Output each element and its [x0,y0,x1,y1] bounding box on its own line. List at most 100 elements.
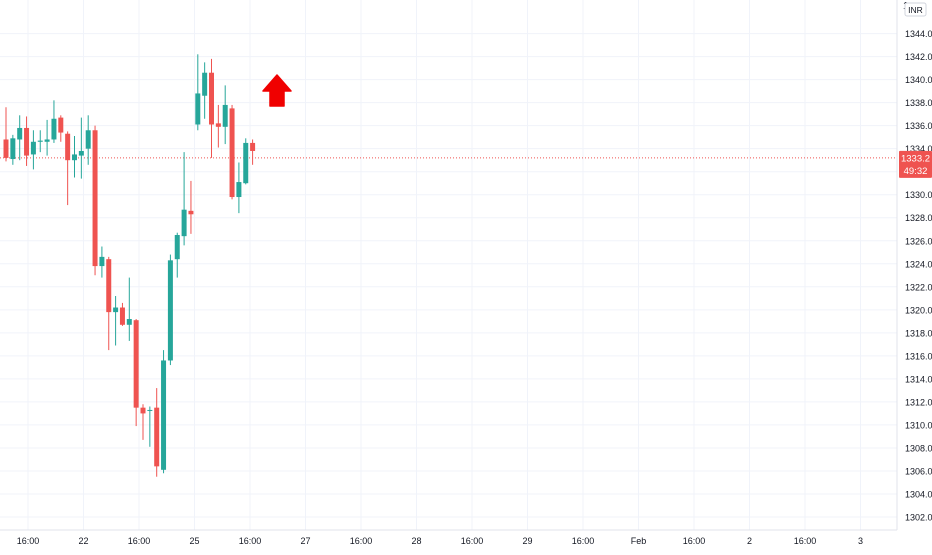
candle-body [113,307,119,313]
price-tick-label: 1304.0 [905,489,932,499]
up-arrow-shape [262,74,292,107]
candle[interactable] [202,62,208,119]
current-price-value: 1333.2 [901,153,930,164]
candle-series[interactable] [3,54,256,477]
candle-body [154,407,160,467]
time-tick-label: 3 [858,536,863,546]
candle[interactable] [250,139,256,165]
candle-body [92,130,98,267]
candle-body [195,93,201,125]
candle[interactable] [215,104,221,148]
up-arrow-icon [262,74,292,107]
candle-body [72,154,77,161]
price-tick-label: 1340.0 [905,75,932,85]
price-tick-label: 1344.0 [905,29,932,39]
time-tick-label: 16:00 [572,536,595,546]
candle-body [24,127,30,156]
candle[interactable] [222,85,228,145]
candle[interactable] [65,131,71,206]
candle[interactable] [167,254,173,366]
price-tick-label: 1326.0 [905,236,932,246]
price-tick-label: 1302.0 [905,513,932,523]
candle[interactable] [188,180,194,234]
price-tick-label: 1318.0 [905,328,932,338]
candle[interactable] [126,277,132,341]
price-tick-label: 1320.0 [905,305,932,315]
candle-body [65,133,71,161]
currency-badge[interactable]: INR [904,2,927,17]
price-tick-label: 1324.0 [905,259,932,269]
candle[interactable] [106,256,112,351]
time-tick-label: 28 [411,536,421,546]
candle[interactable] [243,138,249,185]
candle[interactable] [3,107,9,162]
price-axis-bg [897,0,932,550]
time-tick-label: 25 [189,536,199,546]
candle[interactable] [99,246,105,278]
candle[interactable] [37,130,43,153]
price-tick-label: 1342.0 [905,52,932,62]
candle[interactable] [181,152,187,246]
time-axis-bg [0,530,897,550]
candle[interactable] [58,115,64,142]
candle[interactable] [24,116,30,166]
last-price-tag [899,150,932,178]
candle[interactable] [85,115,91,165]
price-tick-label: 1308.0 [905,443,932,453]
candle[interactable] [209,58,214,158]
candle[interactable] [236,162,242,214]
candle[interactable] [154,388,160,477]
candle[interactable] [174,232,180,278]
candle-body [17,127,23,140]
candle[interactable] [161,350,167,474]
time-axis[interactable]: 16:00 22 16:00 25 16:00 27 16:00 28 16:00 29 16:00… [0,529,897,550]
candle[interactable] [51,100,57,143]
candle[interactable] [92,125,98,276]
candle[interactable] [72,136,77,178]
candle[interactable] [10,134,16,165]
price-tick-label: 1338.0 [905,98,932,108]
candle-body [30,141,36,155]
candle-body [37,140,43,142]
price-tick-label: 1312.0 [905,397,932,407]
candle-body [229,108,235,198]
price-axis-ticks: 1302.0 1304.0 1306.0 1308.0 1310.0 1312.0 1314… [905,29,932,522]
price-tick-label: 1330.0 [905,190,932,200]
candle[interactable] [30,130,36,170]
price-tick-label: 1316.0 [905,351,932,361]
candle-body [243,142,249,184]
price-tick-label: 1328.0 [905,213,932,223]
candle[interactable] [195,54,201,131]
price-tick-label: 1310.0 [905,420,932,430]
candle-body [99,256,105,267]
candle[interactable] [140,404,146,440]
candle-body [174,235,180,260]
price-tick-label: 1306.0 [905,466,932,476]
candle[interactable] [133,319,139,427]
candle-body [202,72,208,96]
candle[interactable] [113,296,119,346]
candle-body [209,72,214,125]
candle-body [85,130,91,149]
time-tick-label: 16:00 [350,536,373,546]
candle-body [222,104,228,127]
time-tick-label: 16:00 [794,536,817,546]
candle[interactable] [78,117,84,179]
candle-body [58,117,64,133]
currency-badge-label: INR [908,5,923,15]
candle-body [215,123,221,127]
candle[interactable] [119,302,125,326]
candle-body [147,409,153,411]
price-tick-label: 1334.0 [905,144,932,154]
time-axis-ticks: 16:00 22 16:00 25 16:00 27 16:00 28 16:00 29 16:00… [17,536,863,546]
candle[interactable] [229,104,235,200]
candle-body [161,360,167,470]
price-axis[interactable]: 1302.0 1304.0 1306.0 1308.0 1310.0 1312.0 1314… [896,0,932,550]
candle[interactable] [147,406,153,447]
candle[interactable] [17,115,23,161]
candle-body [44,139,50,142]
candle-body [236,182,242,198]
candle[interactable] [44,119,50,156]
